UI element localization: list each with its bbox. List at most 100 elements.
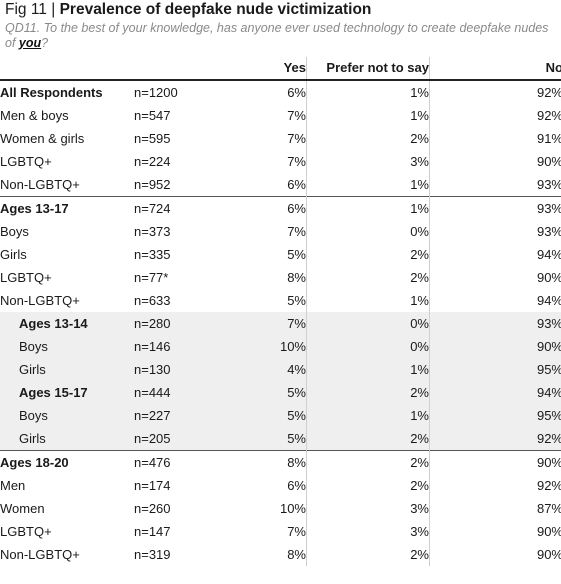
row-prefer-value: 2%	[306, 543, 430, 566]
row-label: LGBTQ+	[0, 270, 52, 285]
table-row: Boys n=227 5% 1% 95%	[0, 404, 561, 427]
row-sample-size: n=595	[134, 131, 171, 146]
row-label: Ages 13-14	[0, 312, 134, 335]
row-label: All Respondents	[0, 85, 103, 100]
row-yes-value: 5%	[274, 289, 307, 312]
header-group	[0, 57, 134, 80]
row-prefer-value: 1%	[306, 104, 430, 127]
row-prefer-value: 1%	[306, 80, 430, 104]
row-sample-size: n=952	[134, 177, 171, 192]
header-yes: Yes	[274, 57, 307, 80]
row-prefer-value: 2%	[306, 427, 430, 451]
row-sample-size: n=174	[134, 478, 171, 493]
row-label: Boys	[0, 224, 29, 239]
table-header-row: Yes Prefer not to say No	[0, 57, 561, 80]
row-no-value: 94%	[536, 293, 561, 308]
row-yes-value: 5%	[274, 381, 307, 404]
table-row: Women n=260 10% 3% 87%	[0, 497, 561, 520]
row-no-value: 92%	[536, 478, 561, 493]
table-row: Men n=174 6% 2% 92%	[0, 474, 561, 497]
row-sample-size: n=130	[134, 358, 274, 381]
row-label: Ages 13-17	[0, 196, 134, 220]
table-body: All Respondents n=1200 6% 1% 92% Men & boys n=…	[0, 80, 561, 566]
row-label: Boys	[0, 404, 134, 427]
row-sample-size: n=205	[134, 427, 274, 451]
row-prefer-value: 2%	[306, 266, 430, 289]
row-no-value: 90%	[536, 270, 561, 285]
table-row: Women & girls n=595 7% 2% 91%	[0, 127, 561, 150]
row-prefer-value: 0%	[306, 335, 430, 358]
table-row: LGBTQ+ n=77* 8% 2% 90%	[0, 266, 561, 289]
question-end: ?	[41, 36, 49, 50]
row-label: Men & boys	[0, 108, 69, 123]
row-yes-value: 10%	[274, 335, 307, 358]
row-sample-size: n=444	[134, 381, 274, 404]
row-sample-size: n=633	[134, 293, 171, 308]
survey-question: QD11. To the best of your knowledge, has…	[5, 21, 555, 51]
row-sample-size: n=476	[134, 450, 274, 474]
table-row: Girls n=335 5% 2% 94%	[0, 243, 561, 266]
row-yes-value: 5%	[274, 404, 307, 427]
row-prefer-value: 2%	[306, 474, 430, 497]
row-prefer-value: 2%	[306, 127, 430, 150]
figure-heading: Prevalence of deepfake nude victimizatio…	[59, 1, 372, 18]
row-prefer-value: 0%	[306, 220, 430, 243]
row-no-value: 94%	[429, 381, 561, 404]
row-label: LGBTQ+	[0, 524, 52, 539]
figure-number: Fig 11	[5, 1, 47, 18]
row-sample-size: n=319	[134, 547, 171, 562]
question-emphasis: you	[18, 36, 42, 50]
table-row: Boys n=373 7% 0% 93%	[0, 220, 561, 243]
table-row: Girls n=205 5% 2% 92%	[0, 427, 561, 451]
row-prefer-value: 2%	[306, 381, 430, 404]
row-yes-value: 8%	[274, 543, 307, 566]
table-row: LGBTQ+ n=224 7% 3% 90%	[0, 150, 561, 173]
row-yes-value: 8%	[274, 450, 307, 474]
row-no-value: 93%	[429, 312, 561, 335]
row-no-value: 93%	[429, 196, 561, 220]
row-label: Girls	[0, 358, 134, 381]
row-yes-value: 7%	[274, 150, 307, 173]
row-label: Ages 18-20	[0, 450, 134, 474]
table-row: Ages 18-20 n=476 8% 2% 90%	[0, 450, 561, 474]
row-no-value: 93%	[536, 177, 561, 192]
row-label: Ages 15-17	[0, 381, 134, 404]
table-row: All Respondents n=1200 6% 1% 92%	[0, 80, 561, 104]
row-prefer-value: 1%	[306, 173, 430, 197]
row-prefer-value: 1%	[306, 404, 430, 427]
row-yes-value: 6%	[274, 196, 307, 220]
row-yes-value: 5%	[274, 427, 307, 451]
row-prefer-value: 1%	[306, 358, 430, 381]
header-n	[134, 57, 274, 80]
title-separator: |	[46, 1, 60, 18]
row-no-value: 92%	[429, 427, 561, 451]
row-no-value: 95%	[429, 404, 561, 427]
row-no-value: 95%	[429, 358, 561, 381]
row-yes-value: 8%	[274, 266, 307, 289]
row-sample-size: n=146	[134, 335, 274, 358]
table-row: LGBTQ+ n=147 7% 3% 90%	[0, 520, 561, 543]
row-label: Non-LGBTQ+	[0, 547, 80, 562]
table-row: Ages 13-17 n=724 6% 1% 93%	[0, 196, 561, 220]
row-label: Non-LGBTQ+	[0, 293, 80, 308]
row-yes-value: 4%	[274, 358, 307, 381]
figure-title: Fig 11 | Prevalence of deepfake nude vic…	[5, 0, 371, 20]
row-no-value: 91%	[536, 131, 561, 146]
row-sample-size: n=227	[134, 404, 274, 427]
row-sample-size: n=224	[134, 154, 171, 169]
row-yes-value: 7%	[274, 104, 307, 127]
row-prefer-value: 1%	[306, 196, 430, 220]
row-yes-value: 7%	[274, 220, 307, 243]
row-prefer-value: 0%	[306, 312, 430, 335]
row-sample-size: n=724	[134, 196, 274, 220]
header-no: No	[545, 60, 561, 75]
table-row: Boys n=146 10% 0% 90%	[0, 335, 561, 358]
row-yes-value: 7%	[274, 127, 307, 150]
row-prefer-value: 3%	[306, 520, 430, 543]
row-sample-size: n=335	[134, 247, 171, 262]
row-sample-size: n=280	[134, 312, 274, 335]
row-prefer-value: 3%	[306, 497, 430, 520]
question-text: QD11. To the best of your knowledge, has…	[5, 21, 549, 50]
row-label: Non-LGBTQ+	[0, 177, 80, 192]
